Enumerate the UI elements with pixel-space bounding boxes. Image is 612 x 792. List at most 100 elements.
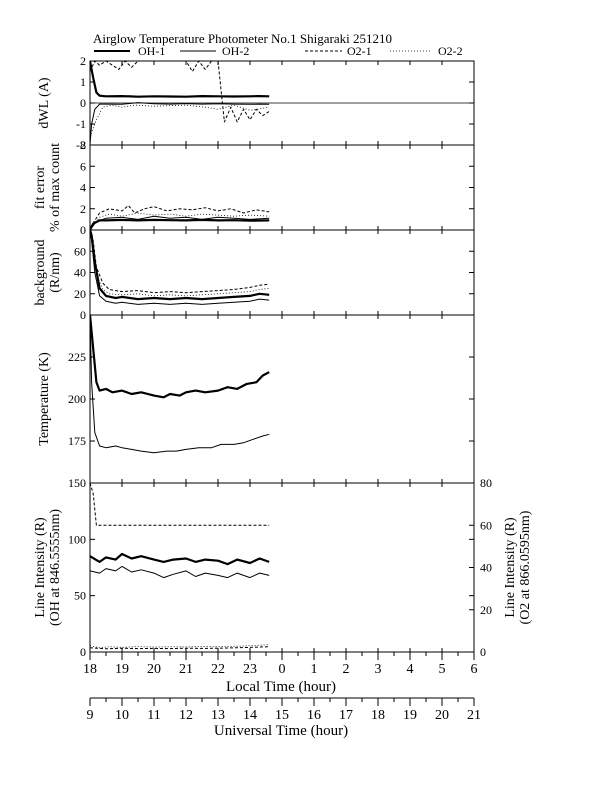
ylabel-intensity: (OH at 846.5555nm) [48, 509, 63, 626]
universal-time-axis-tick-label: 9 [87, 708, 94, 723]
ytick-label: -2 [76, 138, 86, 152]
local-time-axis-tick-label: 2 [343, 662, 350, 677]
panel-frame-bg [89, 229, 475, 316]
ylabel-intensity: Line Intensity (R) [33, 517, 48, 618]
series-bg-o2-2 [90, 230, 270, 297]
local-time-axis-tick-label: 5 [439, 662, 446, 677]
ytick-right-label: 40 [480, 561, 492, 575]
series-intensity-o2-2 [90, 644, 270, 649]
ytick-label: 1 [80, 75, 86, 89]
ytick-label: 60 [74, 244, 86, 258]
series-bg-oh-1 [90, 230, 270, 301]
series-intensity-o2-1 [90, 483, 270, 526]
ytick-label: 20 [74, 287, 86, 301]
ytick-label: 150 [68, 476, 86, 490]
local-time-axis-tick-label: 1 [311, 662, 318, 677]
local-time-axis: 18 19 20 21 22 23 0 1 2 3 4 5 6 [83, 651, 478, 677]
ytick-label: 2 [80, 54, 86, 68]
legend-label-oh-1: OH-1 [138, 44, 165, 58]
series-dwl-oh-2 [90, 102, 270, 145]
local-time-axis-tick-label: 0 [279, 662, 286, 677]
ylabel-bg: (R/nm) [48, 252, 63, 293]
local-time-axis-tick-label: 21 [179, 662, 193, 677]
local-time-axis-tick-label: 3 [375, 662, 382, 677]
ytick-label: 0 [80, 308, 86, 322]
universal-time-axis-tick-label: 16 [307, 708, 321, 723]
universal-time-axis-tick-label: 17 [339, 708, 353, 723]
local-time-axis-tick-label: 4 [407, 662, 414, 677]
local-time-axis-tick-label: 18 [83, 662, 97, 677]
ytick-right-label: 60 [480, 518, 492, 532]
ylabel-dwl: dWL (A) [37, 77, 52, 129]
series-fit-o2-2 [90, 212, 270, 230]
universal-time-axis-tick-label: 14 [243, 708, 257, 723]
series-bg-o2-1 [90, 230, 270, 294]
local-time-label: Local Time (hour) [226, 679, 336, 695]
panel-bg: 60 40 20 0 background (R/nm) [33, 229, 475, 322]
ytick-label: -1 [76, 117, 86, 131]
ytick-label: 0 [80, 645, 86, 659]
series-dwl-o2-2 [90, 104, 270, 137]
series-temp-oh-2 [90, 315, 270, 454]
universal-time-axis-tick-label: 18 [371, 708, 385, 723]
universal-time-axis-tick-label: 20 [435, 708, 449, 723]
ylabel-bg: background [33, 239, 48, 305]
ylabel-fit: % of max count [48, 143, 63, 232]
series-intensity-o2-1-baseline [90, 646, 270, 650]
series-fit-o2-1 [90, 205, 270, 229]
ytick-label: 4 [80, 181, 86, 195]
local-time-axis-tick-label: 6 [471, 662, 478, 677]
ytick-label: 6 [80, 159, 86, 173]
x-axes-layer: 18 19 20 21 22 23 0 1 2 3 4 5 69 10 11 12 13 14 15 16 17 18 19… [83, 651, 481, 723]
ytick-label: 8 [80, 138, 86, 152]
series-fit-oh-2 [90, 215, 270, 230]
ytick-label: 50 [74, 589, 86, 603]
ytick-label: 0 [80, 96, 86, 110]
chart-title: Airglow Temperature Photometer No.1 Shig… [93, 31, 392, 46]
series-intensity-oh-2 [90, 565, 270, 579]
series-intensity-oh-1 [90, 552, 270, 566]
ytick-right-label: 80 [480, 476, 492, 490]
ylabel-right-intensity: (O2 at 866.0595nm) [518, 510, 533, 624]
series-dwl-o2-1 [90, 61, 270, 123]
ytick-label: 225 [68, 350, 86, 364]
universal-time-axis-tick-label: 11 [147, 708, 160, 723]
local-time-axis-tick-label: 23 [243, 662, 257, 677]
universal-time-label: Universal Time (hour) [214, 723, 348, 739]
ytick-label: 200 [68, 392, 86, 406]
ytick-label: 100 [68, 532, 86, 546]
ytick-right-label: 20 [480, 603, 492, 617]
local-time-axis-tick-label: 20 [147, 662, 161, 677]
ytick-label: 0 [80, 223, 86, 237]
ylabel-right-intensity: Line Intensity (R) [503, 517, 518, 618]
universal-time-axis-tick-label: 12 [179, 708, 193, 723]
legend-label-o2-2: O2-2 [438, 44, 463, 58]
universal-time-axis-tick-label: 19 [403, 708, 417, 723]
panel-temp: 225 200 175 Temperature (K) [37, 314, 475, 484]
panel-frame-temp [89, 314, 475, 484]
ytick-right-label: 0 [480, 645, 486, 659]
ylabel-temp: Temperature (K) [37, 352, 52, 446]
panel-frame-intensity [89, 482, 475, 653]
universal-time-axis-tick-label: 21 [467, 708, 481, 723]
ytick-label: 175 [68, 434, 86, 448]
series-fit-oh-1 [90, 218, 270, 230]
series-dwl-oh-1 [90, 61, 270, 98]
panel-dwl: 2 1 0 -1 -2 dWL (A) [37, 54, 475, 152]
local-time-axis-tick-label: 22 [211, 662, 225, 677]
universal-time-axis-tick-label: 13 [211, 708, 225, 723]
series-temp-oh-1 [90, 315, 270, 399]
panel-fit: 8 6 4 2 0 fit error% of max count [33, 138, 475, 237]
local-time-axis-tick-label: 19 [115, 662, 129, 677]
universal-time-axis-tick-label: 15 [275, 708, 289, 723]
series-bg-oh-2 [90, 230, 270, 305]
legend-label-oh-2: OH-2 [222, 44, 249, 58]
universal-time-axis: 9 10 11 12 13 14 15 16 17 18 19 20 21 [87, 697, 481, 723]
legend: OH-1 OH-2 O2-1 O2-2 [94, 44, 463, 58]
ytick-label: 40 [74, 266, 86, 280]
ylabel-fit: fit error [33, 166, 48, 209]
ytick-label: 2 [80, 202, 86, 216]
